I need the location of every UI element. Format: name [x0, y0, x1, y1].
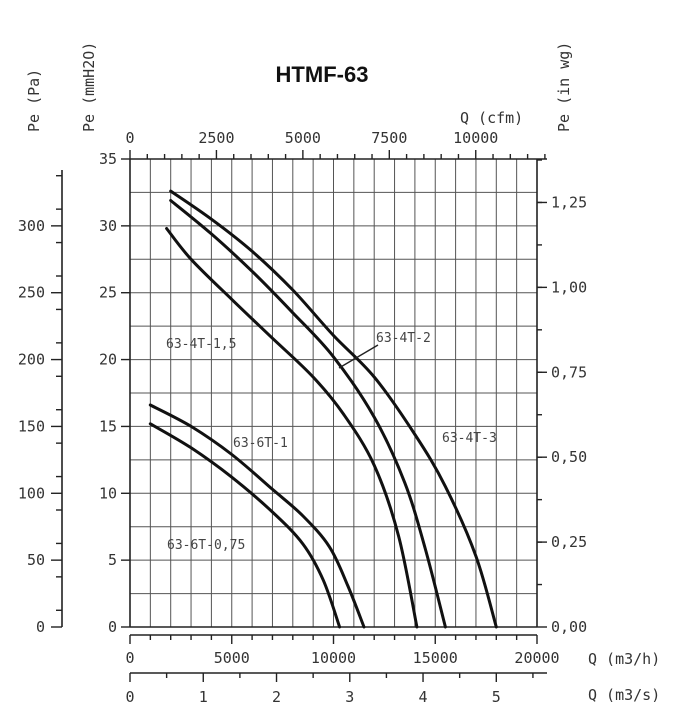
tick-label-inwg: 1,25 [551, 193, 587, 211]
tick-label-mmh2o: 0 [108, 618, 117, 636]
tick-label-m3h: 0 [125, 649, 134, 667]
tick-label-pa: 200 [18, 351, 45, 369]
curve-labels: 63-4T-3 63-4T-2 63-4T-1,5 63-6T-1 63-6T-0,75 [166, 331, 497, 553]
curve-63-6t-1 [148, 403, 366, 629]
tick-label-pa: 100 [18, 484, 45, 502]
tick-label-inwg: 0,75 [551, 363, 587, 381]
grid [130, 159, 537, 627]
axes: 051015202530350501001502002503000,000,25… [18, 129, 587, 706]
tick-label-mmh2o: 35 [99, 150, 117, 168]
curve-label-leader [338, 344, 379, 369]
x-axis-label-m3h: Q (m3/h) [588, 650, 660, 668]
tick-label-cfm: 0 [125, 129, 134, 147]
curve-label: 63-6T-1 [233, 436, 288, 451]
tick-label-inwg: 0,25 [551, 533, 587, 551]
tick-label-cfm: 10000 [453, 129, 498, 147]
tick-label-m3s: 2 [272, 688, 281, 706]
tick-label-pa: 300 [18, 217, 45, 235]
tick-label-pa: 150 [18, 417, 45, 435]
tick-label-mmh2o: 30 [99, 217, 117, 235]
tick-label-m3h: 5000 [214, 649, 250, 667]
tick-label-m3s: 5 [492, 688, 501, 706]
tick-label-mmh2o: 15 [99, 417, 117, 435]
tick-label-mmh2o: 25 [99, 284, 117, 302]
tick-label-cfm: 2500 [198, 129, 234, 147]
tick-label-m3s: 0 [125, 688, 134, 706]
curve-label: 63-6T-0,75 [167, 538, 245, 553]
curve-label: 63-4T-2 [376, 331, 431, 346]
tick-label-inwg: 0,50 [551, 448, 587, 466]
curve-label: 63-4T-3 [442, 431, 497, 446]
y-axis-label-mmh2o: Pe (mmH2O) [80, 42, 98, 132]
tick-label-m3h: 20000 [514, 649, 559, 667]
tick-label-mmh2o: 20 [99, 351, 117, 369]
tick-label-cfm: 5000 [285, 129, 321, 147]
curve-63-4t-1-5 [165, 227, 419, 629]
curve-label: 63-4T-1,5 [166, 337, 236, 352]
chart-title: HTMF-63 [276, 62, 369, 87]
tick-label-pa: 0 [36, 618, 45, 636]
tick-label-mmh2o: 10 [99, 484, 117, 502]
curves [148, 189, 498, 629]
tick-label-m3s: 3 [345, 688, 354, 706]
tick-label-inwg: 1,00 [551, 278, 587, 296]
x-axis-label-m3s: Q (m3/s) [588, 686, 660, 704]
top-axis-label-cfm: Q (cfm) [460, 109, 523, 127]
curve-63-4t-2 [169, 199, 447, 629]
tick-label-cfm: 7500 [371, 129, 407, 147]
tick-label-m3s: 4 [419, 688, 428, 706]
curve-63-6t-0-75 [148, 422, 342, 629]
tick-label-mmh2o: 5 [108, 551, 117, 569]
tick-label-pa: 50 [27, 551, 45, 569]
tick-label-pa: 250 [18, 284, 45, 302]
tick-label-m3h: 10000 [311, 649, 356, 667]
curve-63-4t-3 [169, 189, 498, 629]
tick-label-m3s: 1 [199, 688, 208, 706]
y-axis-label-inwg: Pe (in wg) [555, 42, 573, 132]
tick-label-inwg: 0,00 [551, 618, 587, 636]
y-axis-label-pa: Pe (Pa) [25, 69, 43, 132]
tick-label-m3h: 15000 [413, 649, 458, 667]
